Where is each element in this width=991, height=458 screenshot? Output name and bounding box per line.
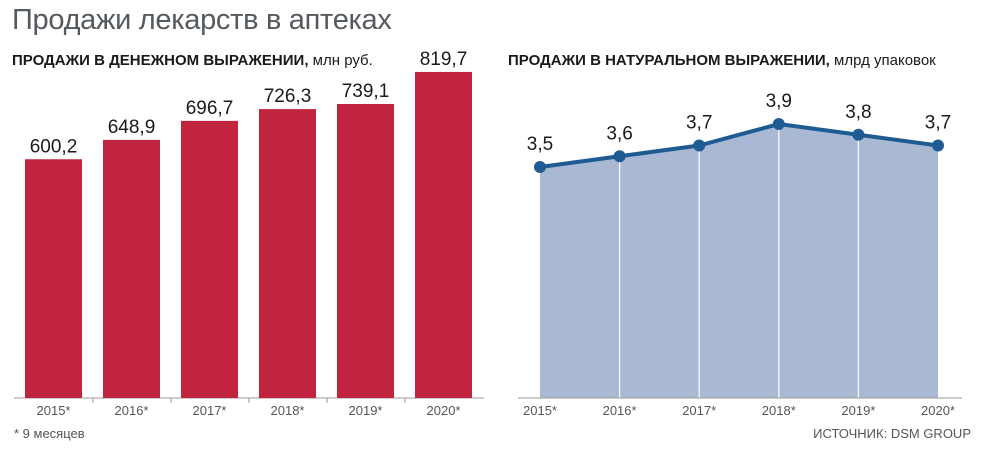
source-note: ИСТОЧНИК: DSM GROUP — [813, 426, 971, 441]
volume-value-label: 3,8 — [845, 102, 871, 123]
money-bar — [25, 159, 82, 398]
money-chart-unit: млн руб. — [312, 52, 373, 69]
volume-point — [932, 139, 944, 152]
volume-chart-unit: млрд упаковок — [834, 52, 936, 69]
volume-chart-title-text: ПРОДАЖИ В НАТУРАЛЬНОМ ВЫРАЖЕНИИ — [508, 52, 826, 69]
money-x-tick-label: 2017* — [193, 403, 227, 418]
volume-value-label: 3,7 — [925, 113, 951, 134]
money-bar — [103, 139, 160, 398]
volume-value-label: 3,6 — [606, 123, 632, 144]
money-x-tick-label: 2020* — [427, 403, 461, 418]
volume-line — [539, 122, 939, 169]
volume-value-label: 3,7 — [686, 113, 712, 134]
money-x-tick-label: 2018* — [271, 403, 305, 418]
money-bar — [415, 71, 472, 398]
volume-x-tick-label: 2017* — [682, 403, 716, 418]
money-chart-title: ПРОДАЖИ В ДЕНЕЖНОМ ВЫРАЖЕНИИ, млн руб. — [12, 52, 373, 69]
volume-point — [613, 150, 626, 163]
volume-point — [693, 139, 706, 152]
volume-point — [852, 128, 865, 141]
volume-point — [534, 161, 546, 173]
money-bar-value-label: 696,7 — [186, 98, 234, 119]
money-bar-value-label: 600,2 — [30, 136, 78, 157]
volume-value-label: 3,9 — [766, 91, 792, 112]
volume-x-tick-label: 2019* — [841, 403, 875, 418]
money-bar-value-label: 819,7 — [420, 49, 468, 70]
money-bar — [337, 104, 394, 398]
volume-x-tick-label: 2016* — [603, 403, 637, 418]
page-title: Продажи лекарств в аптеках — [12, 4, 392, 36]
money-x-tick-label: 2016* — [115, 403, 149, 418]
money-bar — [259, 109, 316, 399]
money-x-tick-label: 2015* — [37, 403, 71, 418]
volume-chart-title: ПРОДАЖИ В НАТУРАЛЬНОМ ВЫРАЖЕНИИ, млрд уп… — [508, 52, 936, 69]
money-chart-title-text: ПРОДАЖИ В ДЕНЕЖНОМ ВЫРАЖЕНИИ — [12, 52, 305, 69]
money-x-tick-label: 2019* — [349, 403, 383, 418]
money-bar — [181, 120, 238, 398]
money-bar-value-label: 739,1 — [342, 81, 390, 102]
money-bar-value-label: 726,3 — [264, 86, 312, 107]
volume-x-tick-label: 2018* — [762, 403, 796, 418]
money-bar-chart: 600,2 2015* 648,9 2016* 696,7 2017* 726,3 2018*… — [14, 49, 484, 418]
volume-x-tick-label: 2020* — [921, 403, 955, 418]
footnote: * 9 месяцев — [14, 426, 85, 441]
volume-area-chart: 3,5 2015* 3,6 2016* 3,7 2017* 3,9 2018* 3,8 2019*… — [518, 91, 962, 418]
volume-point — [772, 118, 785, 130]
volume-value-label: 3,5 — [527, 134, 553, 155]
money-bar-value-label: 648,9 — [108, 117, 156, 138]
volume-x-tick-label: 2015* — [523, 403, 557, 418]
volume-area-fill — [540, 124, 938, 398]
